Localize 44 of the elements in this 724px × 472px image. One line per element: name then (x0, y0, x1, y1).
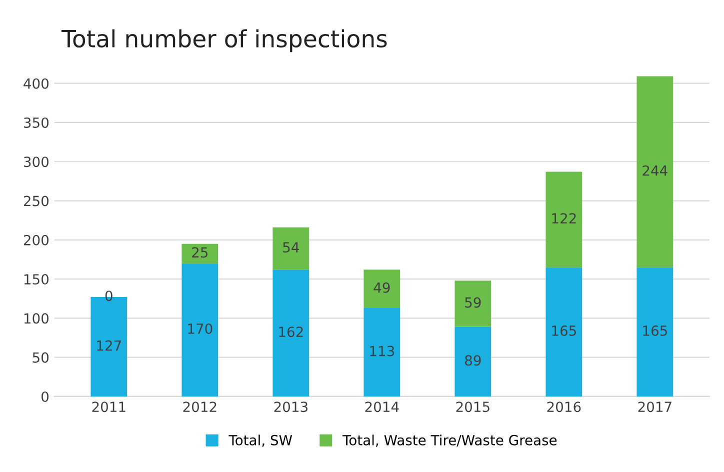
y-tick-label: 100 (24, 313, 49, 324)
y-tick-label: 400 (24, 78, 49, 89)
bar (272, 227, 310, 270)
y-tick-label: 50 (32, 352, 49, 363)
bar (272, 270, 310, 396)
data-label: 165 (643, 325, 667, 336)
x-tick-label: 2014 (365, 402, 399, 412)
bar (454, 280, 492, 327)
y-tick-label: 150 (24, 274, 49, 285)
x-tick-label: 2013 (274, 402, 308, 412)
data-label: 25 (192, 247, 208, 258)
data-label: 89 (465, 355, 481, 366)
x-tick-label: 2011 (92, 402, 126, 412)
data-label: 127 (97, 340, 121, 351)
y-tick-label: 0 (42, 391, 49, 402)
data-label: 54 (283, 242, 299, 253)
data-label: 165 (552, 325, 576, 336)
x-tick-label: 2016 (547, 402, 581, 412)
y-tick-label: 300 (24, 156, 49, 168)
bar (546, 172, 582, 268)
bar (636, 76, 674, 268)
legend-label: Total, SW (228, 434, 292, 447)
data-label: 162 (279, 326, 303, 338)
y-tick-label: 250 (24, 196, 49, 206)
data-label: 244 (642, 165, 668, 176)
chart-title: Total number of inspections (61, 29, 387, 52)
bar (546, 267, 582, 396)
data-label: 49 (374, 282, 390, 293)
bar (636, 267, 674, 396)
data-label: 113 (370, 346, 394, 356)
legend-label: Total, Waste Tire/Waste Grease (342, 434, 557, 447)
bar (454, 326, 492, 396)
bar (182, 263, 218, 396)
y-tick-label: 350 (24, 117, 49, 128)
data-label: 59 (465, 297, 481, 308)
data-label: 122 (552, 213, 576, 224)
x-tick-label: 2012 (183, 402, 216, 412)
data-label: 170 (188, 323, 212, 334)
bar (364, 308, 400, 396)
x-tick-label: 2017 (638, 402, 672, 412)
x-tick-label: 2015 (456, 402, 490, 412)
bar (182, 244, 218, 264)
bar (364, 270, 400, 308)
y-tick-label: 200 (24, 234, 49, 246)
